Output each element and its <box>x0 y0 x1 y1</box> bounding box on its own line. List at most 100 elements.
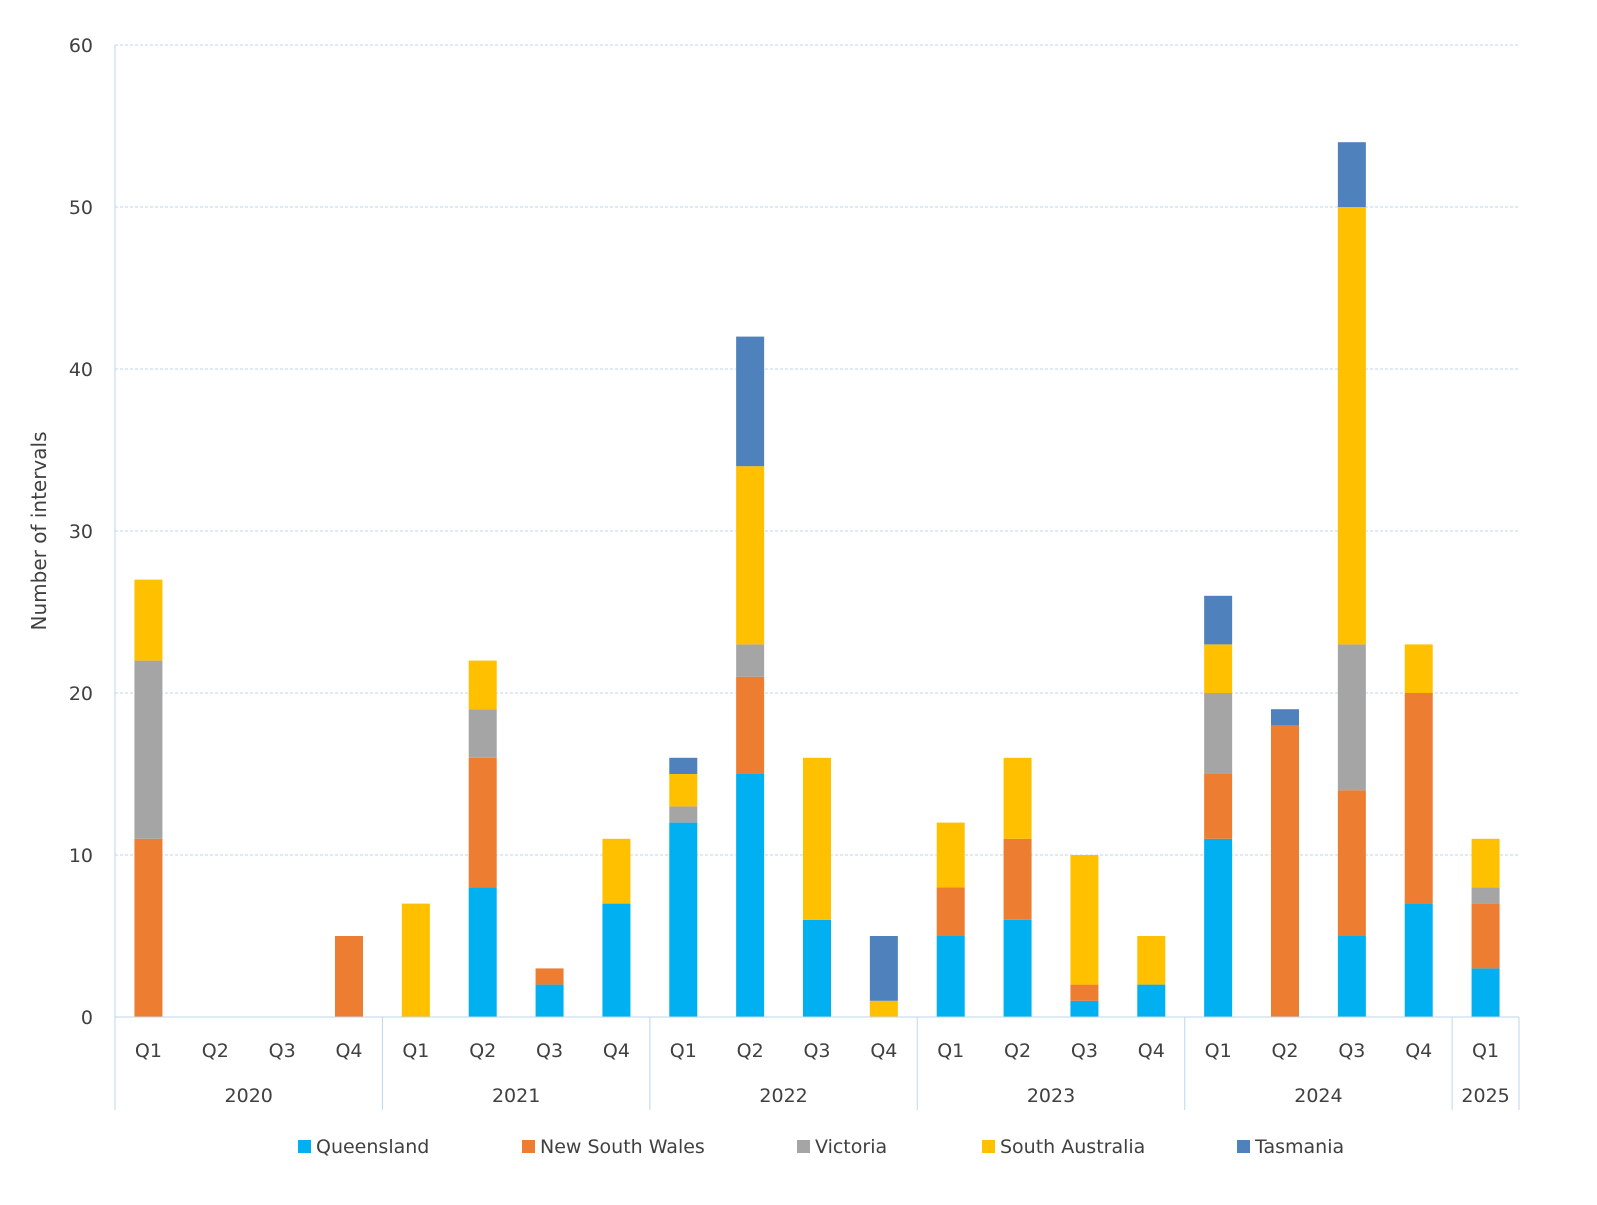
x-year-label: 2021 <box>492 1085 540 1107</box>
bar-segment <box>1337 936 1366 1017</box>
bar-segment <box>1070 984 1099 1001</box>
x-category-label: Q1 <box>402 1040 429 1062</box>
legend-label: Queensland <box>316 1136 429 1158</box>
bar-segment <box>602 838 631 904</box>
bar-segment <box>736 774 765 1017</box>
bar-segment <box>134 579 163 661</box>
bar-segment <box>1404 903 1433 1017</box>
bar-segment <box>803 919 831 1017</box>
grid-lines <box>115 44 1519 856</box>
bar-segment <box>869 936 898 1001</box>
legend-swatch <box>522 1140 535 1153</box>
y-tick-label: 0 <box>81 1007 93 1029</box>
y-tick-label: 50 <box>69 197 93 219</box>
bar-segment <box>936 936 965 1017</box>
legend-label: New South Wales <box>540 1136 705 1158</box>
legend-label: Victoria <box>815 1136 887 1158</box>
bar-segment <box>1471 838 1500 888</box>
bars <box>134 142 1500 1017</box>
legend-swatch <box>797 1140 810 1153</box>
bar-segment <box>468 887 497 1017</box>
bar-segment <box>1003 838 1032 920</box>
bar-segment <box>669 757 698 774</box>
legend-label: South Australia <box>1000 1136 1145 1158</box>
bar-segment <box>803 757 831 920</box>
y-tick-label: 60 <box>69 35 93 57</box>
bar-segment <box>736 644 765 677</box>
legend-swatch <box>1237 1140 1250 1153</box>
bar-segment <box>1404 693 1433 904</box>
bar-segment <box>602 903 631 1017</box>
bar-segment <box>1003 757 1032 839</box>
x-category-label: Q4 <box>335 1040 362 1062</box>
y-tick-label: 40 <box>69 359 93 381</box>
x-category-label: Q2 <box>202 1040 229 1062</box>
bar-segment <box>468 709 497 758</box>
bar-segment <box>1471 903 1500 969</box>
axes <box>114 45 1520 1110</box>
bar-segment <box>736 336 765 467</box>
x-category-label: Q1 <box>1205 1040 1232 1062</box>
bar-segment <box>1204 693 1233 774</box>
bar-segment <box>669 806 698 823</box>
bar-segment <box>1137 984 1166 1017</box>
y-axis-title: Number of intervals <box>27 431 51 630</box>
bar-segment <box>1337 644 1366 791</box>
x-category-label: Q3 <box>536 1040 563 1062</box>
legend-label: Tasmania <box>1254 1136 1344 1158</box>
x-year-label: 2025 <box>1461 1085 1509 1107</box>
bar-segment <box>669 822 698 1017</box>
bar-segment <box>1137 936 1166 985</box>
y-tick-label: 30 <box>69 521 93 543</box>
bar-segment <box>1204 595 1233 645</box>
x-year-label: 2023 <box>1027 1085 1075 1107</box>
bar-segment <box>535 984 564 1017</box>
bar-segment <box>1471 887 1500 904</box>
legend-swatch <box>298 1140 311 1153</box>
bar-segment <box>936 822 965 888</box>
x-category-label: Q4 <box>1138 1040 1165 1062</box>
x-category-label: Q3 <box>1071 1040 1098 1062</box>
x-category-label: Q2 <box>737 1040 764 1062</box>
x-year-label: 2020 <box>225 1085 273 1107</box>
bar-segment <box>1070 855 1099 985</box>
x-category-label: Q2 <box>469 1040 496 1062</box>
x-category-label: Q2 <box>1004 1040 1031 1062</box>
bar-segment <box>1204 774 1233 839</box>
x-category-label: Q3 <box>269 1040 296 1062</box>
bar-segment <box>1003 919 1032 1017</box>
bar-segment <box>535 968 564 985</box>
x-category-label: Q1 <box>1472 1040 1499 1062</box>
legend-swatch <box>982 1140 995 1153</box>
x-category-label: Q3 <box>803 1040 830 1062</box>
x-year-label: 2024 <box>1294 1085 1342 1107</box>
bar-segment <box>468 757 497 888</box>
bar-segment <box>736 466 765 645</box>
bar-segment <box>335 936 363 1017</box>
x-category-label: Q4 <box>1405 1040 1432 1062</box>
bar-segment <box>1070 1000 1099 1017</box>
x-category-label: Q4 <box>603 1040 630 1062</box>
bar-segment <box>736 676 765 774</box>
legend: Queensland New South Wales Victoria South A… <box>298 1136 1344 1158</box>
bar-segment <box>1471 968 1500 1017</box>
bar-segment <box>869 1000 898 1017</box>
bar-segment <box>1337 142 1366 207</box>
bar-segment <box>1204 838 1233 1017</box>
bar-segment <box>1404 644 1433 693</box>
bar-segment <box>1271 709 1299 726</box>
bar-segment <box>1204 644 1233 693</box>
bar-segment <box>134 660 163 839</box>
bar-segment <box>1337 790 1366 936</box>
bar-segment <box>401 903 430 1017</box>
bar-segment <box>1337 207 1366 645</box>
y-tick-label: 10 <box>69 845 93 867</box>
bar-segment <box>134 838 163 1017</box>
x-category-label: Q4 <box>870 1040 897 1062</box>
x-category-label: Q3 <box>1338 1040 1365 1062</box>
bar-segment <box>468 660 497 710</box>
bar-segment <box>936 887 965 936</box>
y-tick-label: 20 <box>69 683 93 705</box>
